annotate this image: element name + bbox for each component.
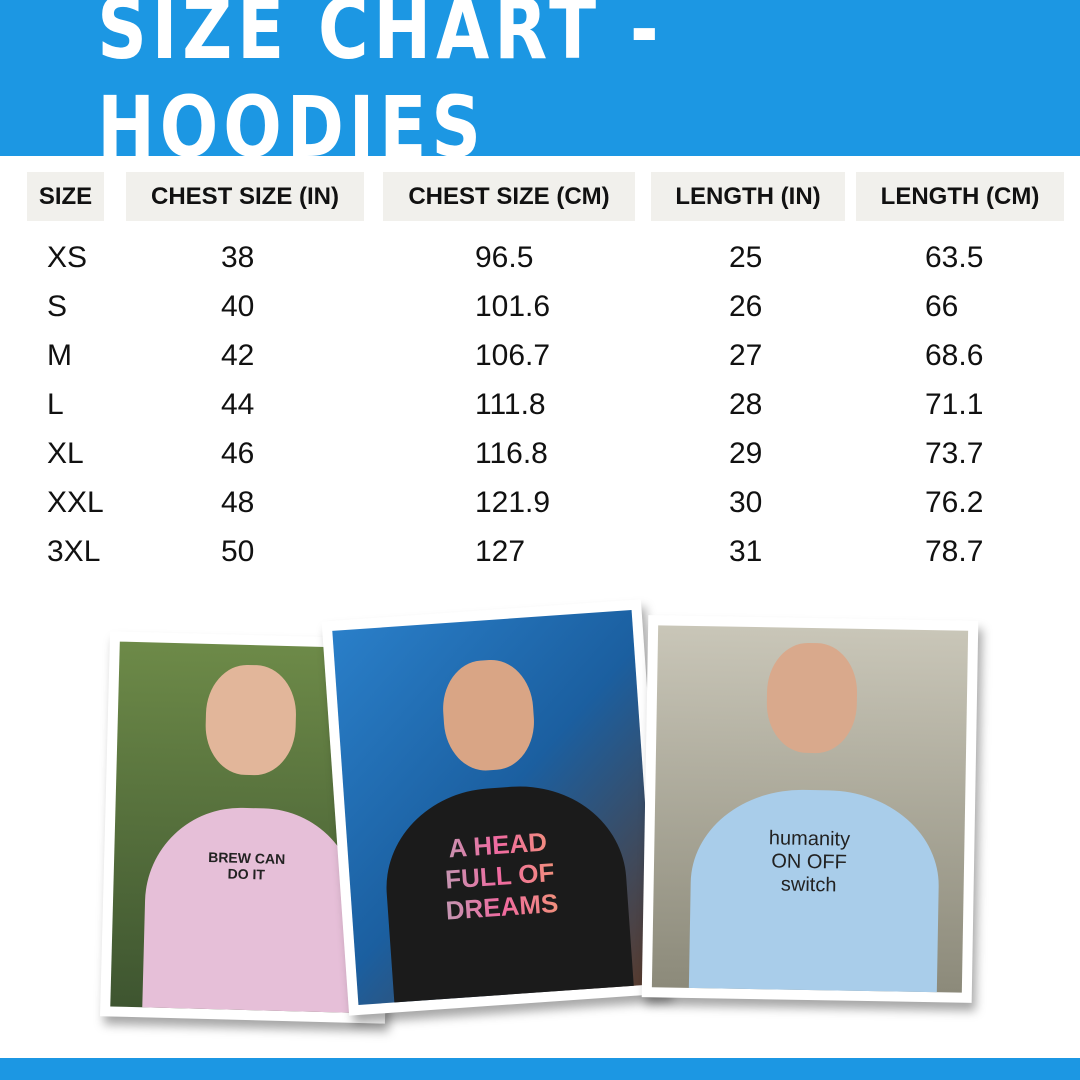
page-title: SIZE CHART - HOODIES — [97, 0, 664, 176]
table-cell: 27 — [729, 339, 763, 372]
title-banner: SIZE CHART - HOODIES — [0, 0, 1080, 176]
table-cell: 63.5 — [925, 241, 984, 274]
photo-blue-hoodie: humanity ON OFF switch — [641, 615, 979, 1003]
table-cell: 116.8 — [475, 437, 548, 470]
table-cell: 30 — [729, 486, 763, 519]
table-cell: 25 — [729, 241, 763, 274]
table-cell: 42 — [221, 339, 255, 372]
column-header: SIZE — [27, 172, 104, 221]
table-cell: 48 — [221, 486, 255, 519]
table-cell: 31 — [729, 535, 763, 568]
table-cell: 76.2 — [925, 486, 984, 519]
table-cell: 26 — [729, 290, 763, 323]
table-cell: 50 — [221, 535, 255, 568]
table-cell: 73.7 — [925, 437, 984, 470]
table-cell: 127 — [475, 535, 526, 568]
photo-black-hoodie: A HEAD FULL OF DREAMS — [321, 599, 669, 1016]
table-cell: S — [47, 290, 68, 323]
table-cell: 44 — [221, 388, 255, 421]
table-cell: 28 — [729, 388, 763, 421]
table-cell: 46 — [221, 437, 255, 470]
table-cell: 106.7 — [475, 339, 551, 372]
table-cell: 121.9 — [475, 486, 551, 519]
column-header: CHEST SIZE (CM) — [383, 172, 635, 221]
table-cell: 3XL — [47, 535, 101, 568]
table-cell: 111.8 — [475, 388, 546, 421]
table-cell: L — [47, 388, 64, 421]
table-cell: 101.6 — [475, 290, 551, 323]
table-cell: 78.7 — [925, 535, 984, 568]
table-cell: M — [47, 339, 72, 372]
column-header: LENGTH (IN) — [651, 172, 845, 221]
bottom-bar — [0, 1058, 1080, 1080]
table-cell: 29 — [729, 437, 763, 470]
table-cell: 38 — [221, 241, 255, 274]
column-header: CHEST SIZE (IN) — [126, 172, 364, 221]
table-cell: XL — [47, 437, 84, 470]
hoodie-print-text: humanity ON OFF switch — [768, 827, 851, 897]
table-cell: XS — [47, 241, 88, 274]
table-cell: 71.1 — [925, 388, 984, 421]
table-cell: 66 — [925, 290, 959, 323]
column-header: LENGTH (CM) — [856, 172, 1064, 221]
table-cell: 96.5 — [475, 241, 534, 274]
table-cell: XXL — [47, 486, 104, 519]
table-cell: 68.6 — [925, 339, 984, 372]
table-cell: 40 — [221, 290, 255, 323]
